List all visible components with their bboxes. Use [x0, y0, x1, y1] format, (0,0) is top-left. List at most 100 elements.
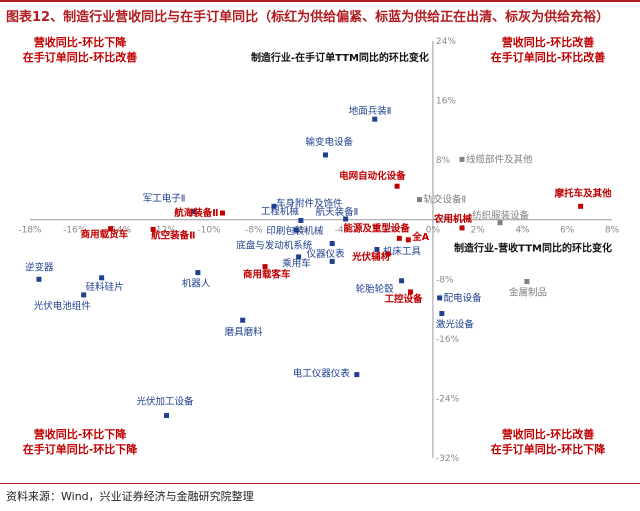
- point-label: 农用机械: [433, 213, 473, 225]
- data-point: [298, 217, 304, 223]
- point-label: 光伏辅材: [351, 251, 391, 263]
- source-rule: [0, 483, 640, 484]
- data-point: [296, 254, 302, 260]
- y-tick-label: -24%: [436, 394, 460, 404]
- quadrant-label-top-right: 在手订单同比-环比改善: [491, 50, 606, 64]
- x-tick-label: 0%: [426, 226, 441, 236]
- data-point: [416, 197, 422, 203]
- data-point: [459, 225, 465, 231]
- point-label: 线缆部件及其他: [466, 153, 533, 165]
- data-point: [108, 226, 114, 232]
- data-point: [459, 156, 465, 162]
- point-label: 工控设备: [385, 293, 424, 305]
- data-point: [396, 235, 402, 241]
- x-axis-title: 制造行业-营收TTM同比的环比变化: [454, 242, 612, 255]
- quadrant-label-bottom-left: 营收同比-环比下降: [34, 427, 128, 441]
- x-tick-label: -12%: [153, 226, 177, 236]
- point-label: 轮胎轮毂: [356, 283, 395, 295]
- source-note: 资料来源：Wind，兴业证券经济与金融研究院整理: [6, 490, 254, 503]
- point-label: 光伏加工设备: [137, 396, 195, 408]
- point-label: 底盘与发动机系统: [236, 240, 313, 252]
- data-point: [150, 226, 156, 232]
- point-label: 电网自动化设备: [339, 170, 406, 182]
- point-label: 激光设备: [436, 319, 475, 331]
- point-label: 光伏电池组件: [34, 300, 92, 312]
- data-point: [408, 289, 414, 295]
- data-point: [437, 295, 443, 301]
- data-point: [405, 237, 411, 243]
- quadrant-label-top-right: 营收同比-环比改善: [502, 35, 595, 49]
- y-axis-title: 制造行业-在手订单TTM同比的环比变化: [251, 51, 429, 64]
- data-point: [293, 227, 299, 233]
- point-label: 仪器仪表: [307, 248, 346, 260]
- x-tick-label: -10%: [197, 226, 221, 236]
- point-label: 逆变器: [25, 261, 54, 273]
- point-label: 硅料硅片: [86, 281, 124, 293]
- data-point: [343, 216, 349, 222]
- point-label: 航天装备Ⅱ: [316, 206, 359, 218]
- data-point: [385, 251, 391, 257]
- point-label: 全A: [411, 231, 430, 243]
- scatter-plot-svg: 营收同比-环比下降在手订单同比-环比改善营收同比-环比改善在手订单同比-环比改善…: [18, 35, 620, 464]
- x-tick-label: -14%: [108, 226, 132, 236]
- data-point: [439, 311, 445, 317]
- data-point: [372, 116, 378, 122]
- point-label: 机器人: [182, 278, 211, 290]
- y-tick-label: 0%: [436, 216, 451, 226]
- data-point: [81, 292, 87, 298]
- data-point: [240, 317, 246, 323]
- point-label: 乘用车: [282, 257, 311, 269]
- point-label: 机床工具: [383, 246, 422, 258]
- point-label: 航空装备Ⅱ: [151, 229, 195, 241]
- point-label: 摩托车及其他: [555, 187, 613, 199]
- data-point: [399, 278, 405, 284]
- point-label: 磨具磨料: [225, 326, 264, 338]
- x-tick-label: 8%: [605, 226, 620, 236]
- point-label: 印刷包装机械: [266, 225, 324, 237]
- y-tick-label: 8%: [436, 156, 451, 166]
- y-tick-label: -32%: [436, 454, 460, 464]
- data-point: [354, 372, 360, 378]
- quadrant-label-top-left: 营收同比-环比下降: [34, 35, 128, 49]
- x-tick-label: -4%: [335, 226, 353, 236]
- data-point: [374, 247, 380, 252]
- quadrant-label-bottom-left: 在手订单同比-环比下降: [23, 442, 139, 456]
- x-tick-label: -16%: [63, 226, 87, 236]
- point-label: 商用载货车: [81, 229, 129, 241]
- data-point: [497, 220, 503, 226]
- data-point: [220, 210, 226, 216]
- point-label: 车身附件及饰件: [276, 197, 343, 209]
- point-label: 军工电子Ⅱ: [143, 193, 186, 205]
- data-point: [36, 276, 42, 282]
- point-label: 航海装备Ⅱ: [174, 207, 218, 219]
- x-tick-label: 6%: [560, 226, 575, 236]
- quadrant-label-bottom-right: 营收同比-环比改善: [502, 427, 595, 441]
- x-tick-label: -2%: [379, 226, 397, 236]
- data-point: [578, 203, 584, 209]
- quadrant-label-top-left: 在手订单同比-环比改善: [23, 50, 138, 64]
- point-label: 金属制品: [509, 287, 547, 299]
- data-point: [322, 152, 328, 158]
- data-point: [164, 413, 170, 419]
- x-tick-label: -18%: [18, 226, 42, 236]
- y-tick-label: 24%: [436, 37, 456, 47]
- data-point: [195, 270, 201, 276]
- data-point: [394, 183, 400, 189]
- point-label: 轨交设备Ⅱ: [423, 194, 466, 206]
- point-label: 工程机械: [261, 205, 300, 217]
- point-label: 能源及重型设备: [343, 222, 410, 234]
- y-tick-label: -16%: [436, 335, 460, 345]
- point-label: 商用载客车: [243, 269, 291, 281]
- data-point: [271, 203, 277, 209]
- quadrant-label-bottom-right: 在手订单同比-环比下降: [491, 442, 607, 456]
- y-tick-label: 16%: [436, 97, 456, 107]
- figure-title: 图表12、制造行业营收同比与在手订单同比（标红为供给偏紧、标蓝为供给正在出清、标…: [6, 10, 610, 25]
- data-point: [329, 241, 335, 247]
- point-label: 输变电设备: [305, 136, 353, 148]
- data-point: [524, 279, 530, 285]
- x-tick-label: 2%: [471, 226, 486, 236]
- data-point: [99, 275, 105, 281]
- point-label: 电工仪器仪表: [293, 368, 351, 380]
- x-tick-label: 4%: [515, 226, 530, 236]
- x-tick-label: -8%: [245, 226, 263, 236]
